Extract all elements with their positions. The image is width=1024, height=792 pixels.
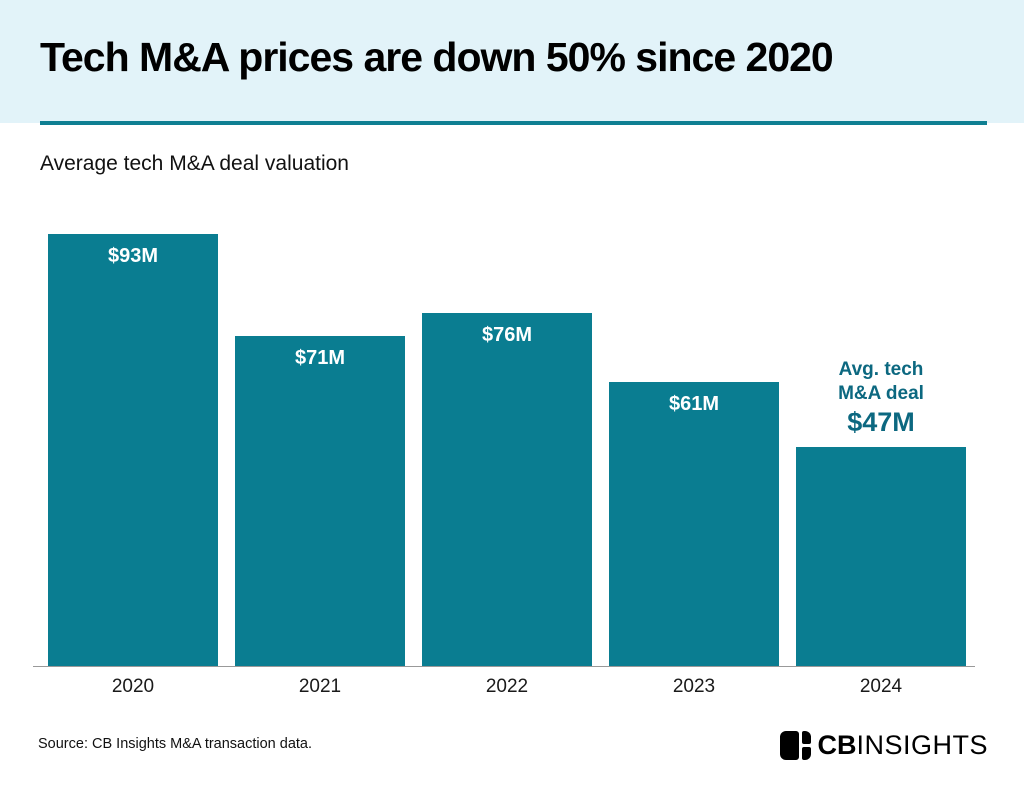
bar-annotation-2024: Avg. tech M&A deal $47M [791, 358, 971, 437]
x-axis-tick-label: 2022 [485, 676, 529, 697]
x-axis-tick-label: 2020 [111, 676, 155, 697]
bar-2021: $71M [235, 336, 405, 666]
bar-value-label: $61M [668, 393, 720, 415]
source-note: Source: CB Insights M&A transaction data… [38, 736, 313, 752]
annotation-line-1: Avg. tech [838, 359, 924, 380]
x-axis-tick-label: 2023 [672, 676, 716, 697]
bar-2020: $93M [48, 234, 218, 666]
bar-2023: $61M [609, 382, 779, 666]
header-divider [40, 121, 987, 125]
logo-text-bold: CB [817, 730, 857, 760]
annotation-value: $47M [847, 407, 915, 437]
cbinsights-logo-text: CBINSIGHTS [817, 730, 988, 761]
bar-2024 [796, 447, 966, 666]
bar-2022: $76M [422, 313, 592, 666]
page-title: Tech M&A prices are down 50% since 2020 [40, 34, 834, 80]
bar-value-label: $93M [107, 245, 159, 267]
annotation-line-2: M&A deal [838, 383, 924, 404]
header-band: Tech M&A prices are down 50% since 2020 [0, 0, 1024, 123]
x-axis-line [33, 666, 975, 667]
bar-value-label: $76M [481, 324, 533, 346]
logo-text-light: INSIGHTS [856, 730, 988, 760]
x-axis-tick-label: 2021 [298, 676, 342, 697]
bar-value-label: $71M [294, 347, 346, 369]
chart-subtitle: Average tech M&A deal valuation [40, 152, 349, 175]
cbinsights-logo: CBINSIGHTS [780, 730, 988, 761]
cbinsights-logo-icon [780, 731, 812, 760]
x-axis-tick-label: 2024 [859, 676, 903, 697]
